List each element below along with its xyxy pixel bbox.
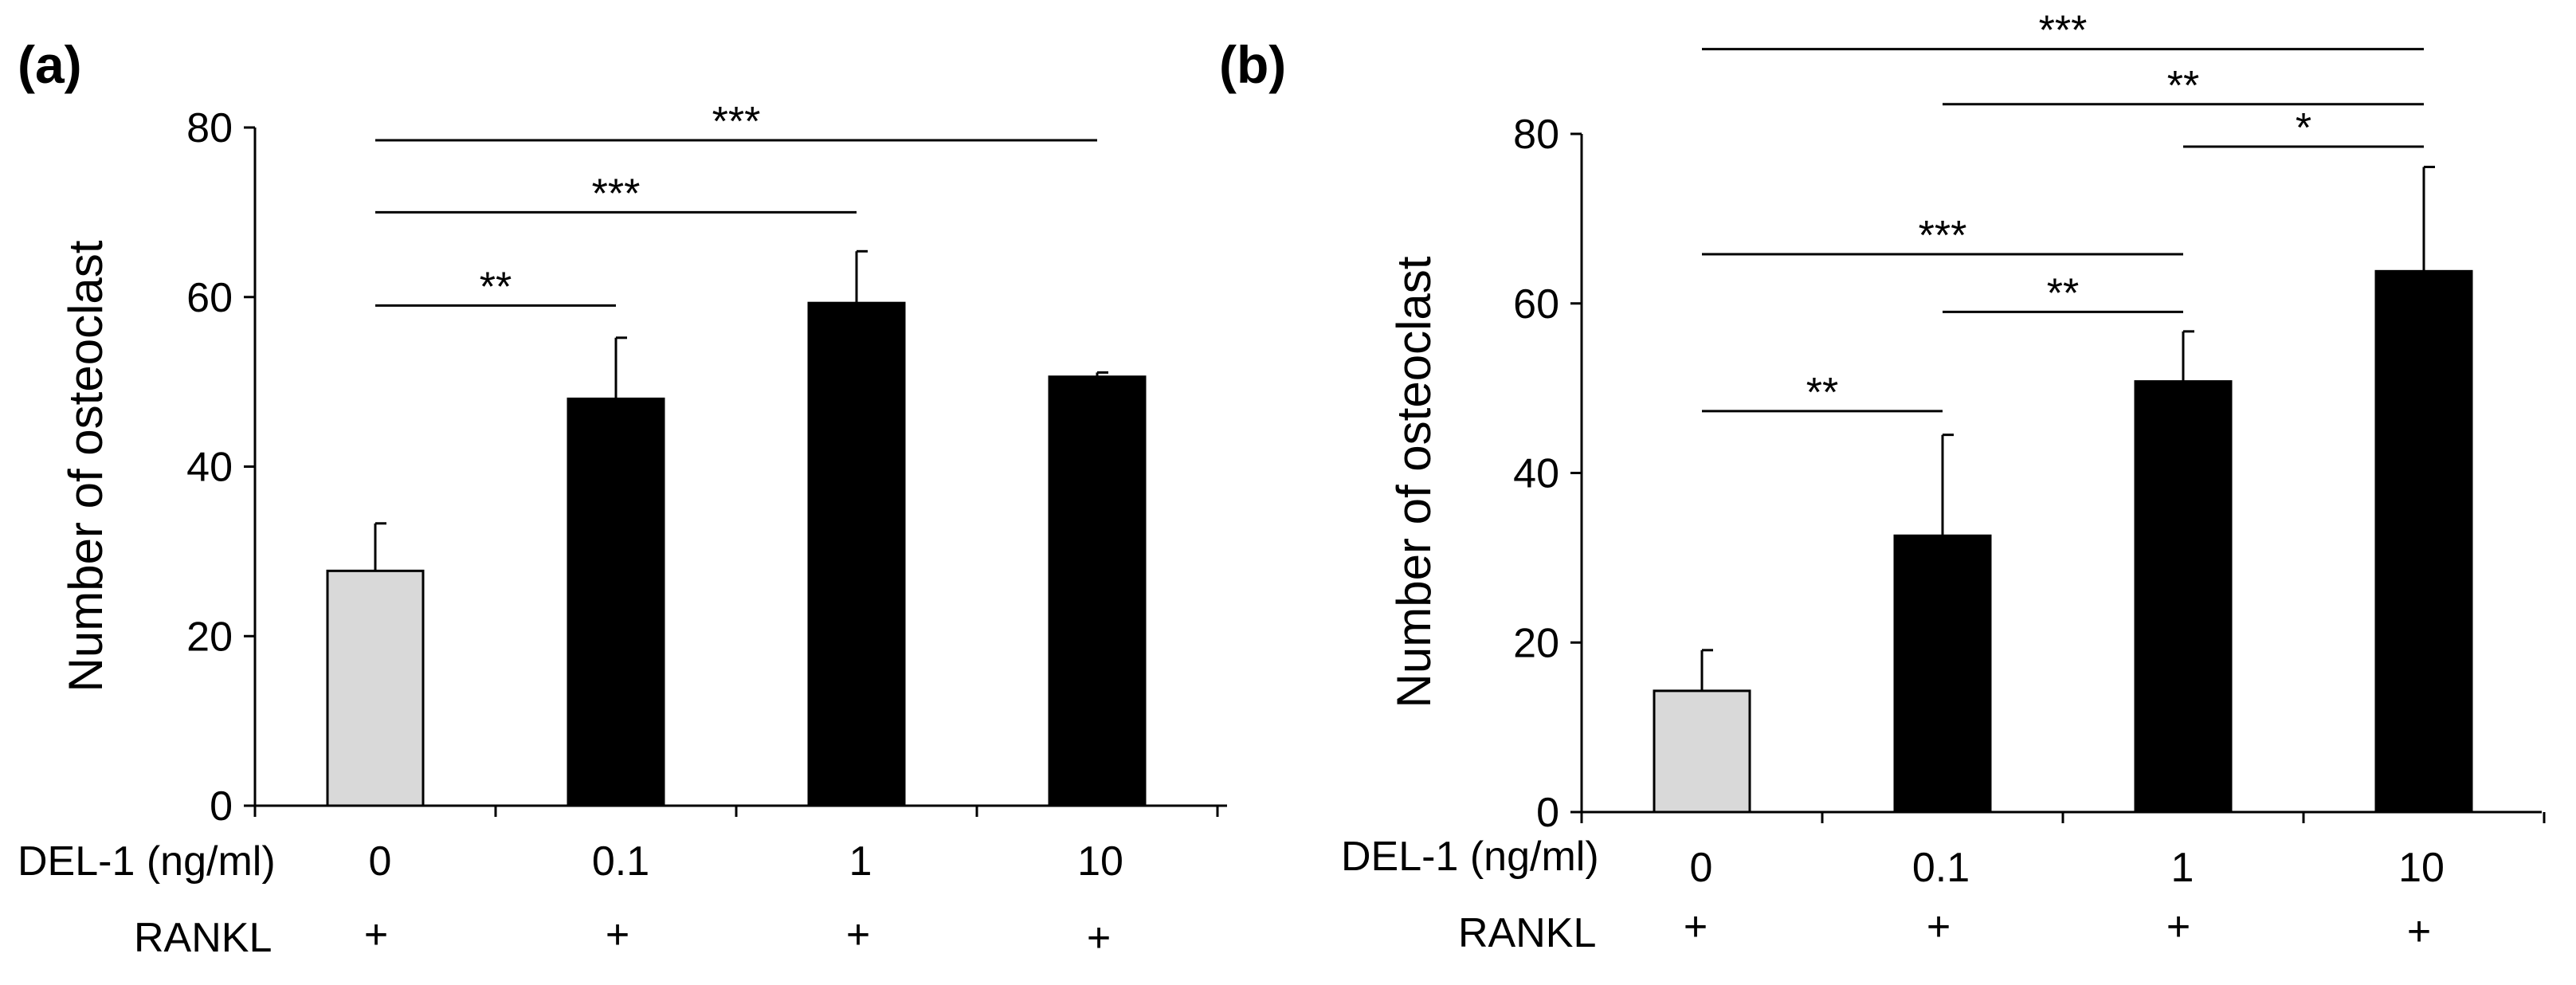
panel-a-y-tick-label: 20: [186, 614, 233, 660]
panel-b-bars: [1653, 269, 2473, 814]
panel-a-category-label: 0.1: [592, 838, 649, 885]
panel-a-y-axis-label: Number of osteoclast: [59, 240, 112, 692]
panel-a-y-tick-label: 40: [186, 445, 233, 491]
panel-a-y-tick-label: 80: [186, 105, 233, 151]
panel-b-rankl-plus: +: [1684, 904, 1708, 950]
panel-a-rankl-plus: +: [364, 912, 388, 958]
panel-b-y-tick-label: 80: [1513, 112, 1559, 158]
panel-a-bar-0_1: [567, 397, 665, 807]
panel-b-rankl-values: + + + +: [1684, 904, 2431, 955]
panel-b-significance-label: ***: [1919, 213, 1967, 259]
panel-a-category-label: 10: [1077, 838, 1123, 885]
panel-b-category-label: 0: [1690, 845, 1713, 891]
panel-b-category-label: 1: [2171, 845, 2194, 891]
panel-a-significance-label: ***: [592, 171, 641, 217]
panel-a-bars: [326, 301, 1147, 807]
panel-b-significance: *************: [1702, 8, 2424, 416]
panel-b-significance-label: **: [2047, 270, 2079, 316]
panel-a-rankl-plus: +: [606, 912, 629, 958]
panel-a-error-bars: [374, 249, 1108, 571]
panel-b-bar-0_1: [1893, 534, 1992, 814]
panel-a-category-labels: 0 0.1 1 10: [369, 838, 1123, 885]
panel-a-label: (a): [18, 35, 82, 94]
panel-b-y-tick-label: 60: [1513, 281, 1559, 328]
panel-b-y-tick-label: 0: [1536, 790, 1559, 836]
panel-a-bar-1: [807, 301, 906, 807]
panel-b-rankl-plus: +: [2407, 908, 2431, 955]
panel-b-bar-1: [2134, 380, 2233, 814]
panel-a-bar-10: [1048, 375, 1147, 807]
panel-a-significance-label: ***: [712, 99, 761, 145]
panel-b-y-axis-label: Number of osteoclast: [1387, 256, 1441, 708]
panel-a-rankl-values: + + + +: [364, 912, 1111, 961]
panel-a-bar-0: [326, 569, 425, 807]
panel-b-y-ticks: 0 20 40 60 80: [1513, 112, 1582, 836]
panel-b-significance-label: **: [1806, 370, 1838, 416]
panel-b-category-labels: 0 0.1 1 10: [1690, 845, 2445, 891]
panel-b-category-label: 10: [2398, 845, 2445, 891]
panel-b-rankl-plus: +: [2166, 904, 2190, 950]
panel-a-rankl-plus: +: [846, 912, 870, 958]
panel-b-rankl-plus: +: [1927, 904, 1951, 950]
panel-b-y-tick-label: 40: [1513, 451, 1559, 497]
panel-a-del1-row-label: DEL-1 (ng/ml): [18, 838, 276, 885]
panel-b-bar-0: [1653, 689, 1751, 814]
panel-b-significance-label: *: [2296, 105, 2311, 151]
panel-a-category-label: 0: [369, 838, 392, 885]
panel-a-x-ticks: [253, 806, 1219, 817]
panel-b-category-label: 0.1: [1912, 845, 1970, 891]
panel-b-y-tick-label: 20: [1513, 620, 1559, 666]
panel-a-significance: ********: [375, 99, 1097, 310]
panel-a-y-tick-label: 0: [210, 783, 233, 830]
panel-b-significance-label: ***: [2039, 8, 2088, 54]
panel-a-y-ticks: 0 20 40 60 80: [186, 105, 255, 830]
panel-b-rankl-row-label: RANKL: [1458, 910, 1596, 956]
panel-a-significance-label: **: [480, 264, 512, 310]
panel-b-label: (b): [1219, 35, 1286, 94]
panel-b-del1-row-label: DEL-1 (ng/ml): [1341, 834, 1599, 880]
panel-a-rankl-plus: +: [1087, 915, 1111, 961]
panel-b-error-bars: [1700, 165, 2435, 691]
panel-a-category-label: 1: [849, 838, 872, 885]
panel-b-bar-10: [2374, 269, 2473, 814]
panel-b-significance-label: **: [2167, 63, 2199, 109]
panel-a-rankl-row-label: RANKL: [134, 915, 272, 961]
panel-b-x-ticks: [1580, 812, 2546, 823]
panel-a-y-tick-label: 60: [186, 275, 233, 321]
